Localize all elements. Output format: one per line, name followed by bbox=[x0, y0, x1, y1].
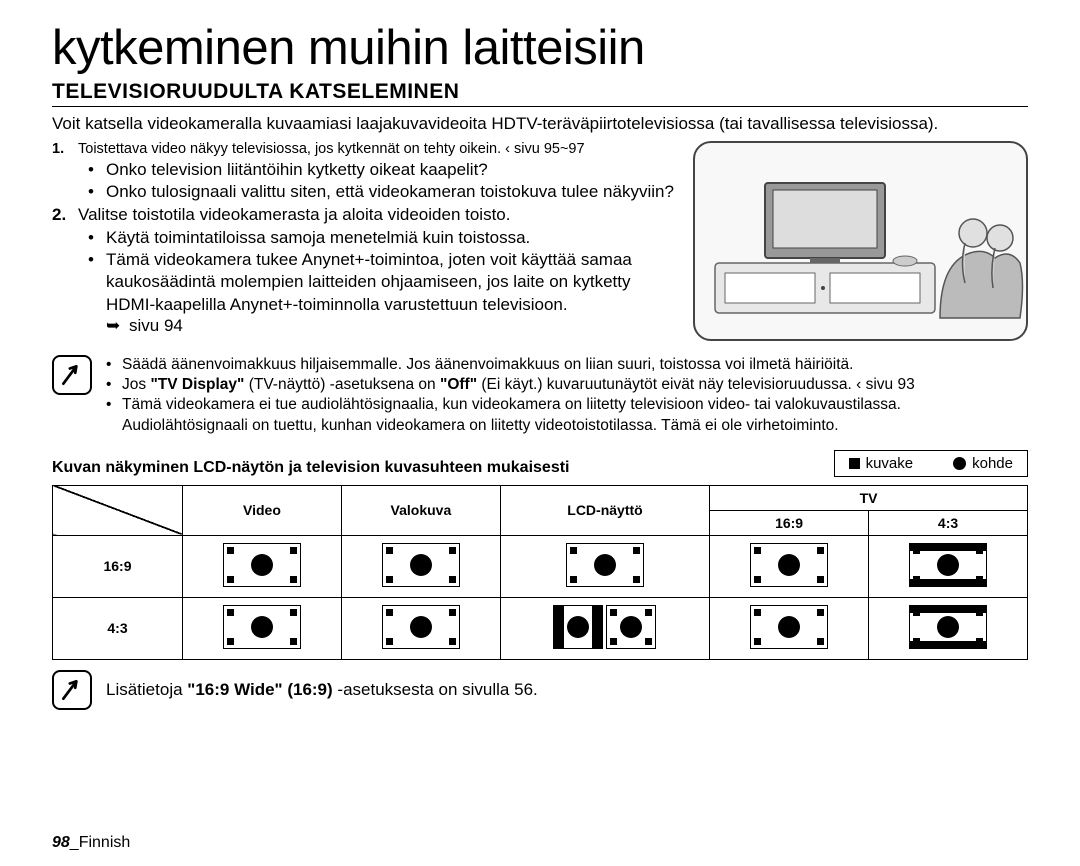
page-title: kytkeminen muihin laitteisiin bbox=[52, 20, 1028, 76]
step-number: 1. bbox=[52, 141, 64, 157]
note-item: Jos "TV Display" (TV-näyttö) -asetuksena… bbox=[106, 375, 1028, 395]
intro-text: Voit katsella videokameralla kuvaamiasi … bbox=[52, 113, 1028, 135]
circle-icon bbox=[953, 457, 966, 470]
step-2: 2. Valitse toistotila videokamerasta ja … bbox=[52, 205, 675, 225]
cell bbox=[500, 535, 709, 597]
page-number: 98_Finnish bbox=[52, 834, 130, 852]
bullet-item: Käytä toimintatiloissa samoja menetelmiä… bbox=[106, 227, 675, 249]
footer-note-text: Lisätietoja "16:9 Wide" (16:9) -asetukse… bbox=[106, 680, 538, 700]
bullet-item: Onko tulosignaali valittu siten, että vi… bbox=[106, 181, 675, 203]
cell bbox=[183, 597, 342, 659]
th-video: Video bbox=[183, 485, 342, 535]
note-icon bbox=[52, 670, 92, 710]
step-2-bullets: Käytä toimintatiloissa samoja menetelmiä… bbox=[52, 227, 675, 315]
row-169-label: 16:9 bbox=[53, 535, 183, 597]
page-language: Finnish bbox=[79, 834, 131, 851]
step-1-text: Toistettava video näkyy televisiossa, jo… bbox=[78, 141, 585, 157]
diagonal-cell bbox=[53, 485, 183, 535]
footer-note: Lisätietoja "16:9 Wide" (16:9) -asetukse… bbox=[52, 670, 1028, 710]
legend-label: kohde bbox=[972, 455, 1013, 472]
cell bbox=[500, 597, 709, 659]
content-row: 1. Toistettava video näkyy televisiossa,… bbox=[52, 141, 1028, 341]
note-icon bbox=[52, 355, 92, 395]
th-photo: Valokuva bbox=[341, 485, 500, 535]
bullet-item: Onko television liitäntöihin kytketty oi… bbox=[106, 159, 675, 181]
section-heading: TELEVISIORUUDULTA KATSELEMINEN bbox=[52, 80, 1028, 107]
square-icon bbox=[849, 458, 860, 469]
cell bbox=[869, 535, 1028, 597]
page-reference: ➥ sivu 94 bbox=[52, 316, 675, 336]
aspect-ratio-table: Video Valokuva LCD-näyttö TV 16:9 4:3 16… bbox=[52, 485, 1028, 660]
page-number-value: 98 bbox=[52, 834, 70, 851]
cell bbox=[710, 597, 869, 659]
table-heading-row: Kuvan näkyminen LCD-näytön ja television… bbox=[52, 450, 1028, 477]
table-heading: Kuvan näkyminen LCD-näytön ja television… bbox=[52, 459, 569, 477]
legend-label: kuvake bbox=[866, 455, 914, 472]
legend-item-icon: kuvake bbox=[849, 455, 914, 472]
note-block: Säädä äänenvoimakkuus hiljaisemmalle. Jo… bbox=[52, 355, 1028, 436]
cell bbox=[341, 535, 500, 597]
bullet-item: Tämä videokamera tukee Anynet+-toimintoa… bbox=[106, 249, 675, 315]
note-item: Säädä äänenvoimakkuus hiljaisemmalle. Jo… bbox=[106, 355, 1028, 375]
legend-item-subject: kohde bbox=[953, 455, 1013, 472]
th-tv: TV bbox=[710, 485, 1028, 510]
note-list: Säädä äänenvoimakkuus hiljaisemmalle. Jo… bbox=[106, 355, 1028, 436]
th-lcd: LCD-näyttö bbox=[500, 485, 709, 535]
arrow-icon: ➥ bbox=[106, 316, 120, 335]
illustration-column bbox=[693, 141, 1028, 341]
text-column: 1. Toistettava video näkyy televisiossa,… bbox=[52, 141, 675, 336]
step-1-bullets: Onko television liitäntöihin kytketty oi… bbox=[52, 159, 675, 203]
cell bbox=[183, 535, 342, 597]
step-2-text: Valitse toistotila videokamerasta ja alo… bbox=[78, 205, 510, 224]
tv-illustration bbox=[693, 141, 1028, 341]
living-room-icon bbox=[695, 143, 1028, 341]
step-1: 1. Toistettava video näkyy televisiossa,… bbox=[52, 141, 675, 157]
row-43-label: 4:3 bbox=[53, 597, 183, 659]
legend-box: kuvake kohde bbox=[834, 450, 1028, 477]
step-number: 2. bbox=[52, 205, 66, 225]
cell bbox=[710, 535, 869, 597]
cell bbox=[869, 597, 1028, 659]
th-169: 16:9 bbox=[710, 510, 869, 535]
th-43: 4:3 bbox=[869, 510, 1028, 535]
page-ref-text: sivu 94 bbox=[129, 316, 183, 335]
note-item: Tämä videokamera ei tue audiolähtösignaa… bbox=[106, 395, 1028, 435]
cell bbox=[341, 597, 500, 659]
